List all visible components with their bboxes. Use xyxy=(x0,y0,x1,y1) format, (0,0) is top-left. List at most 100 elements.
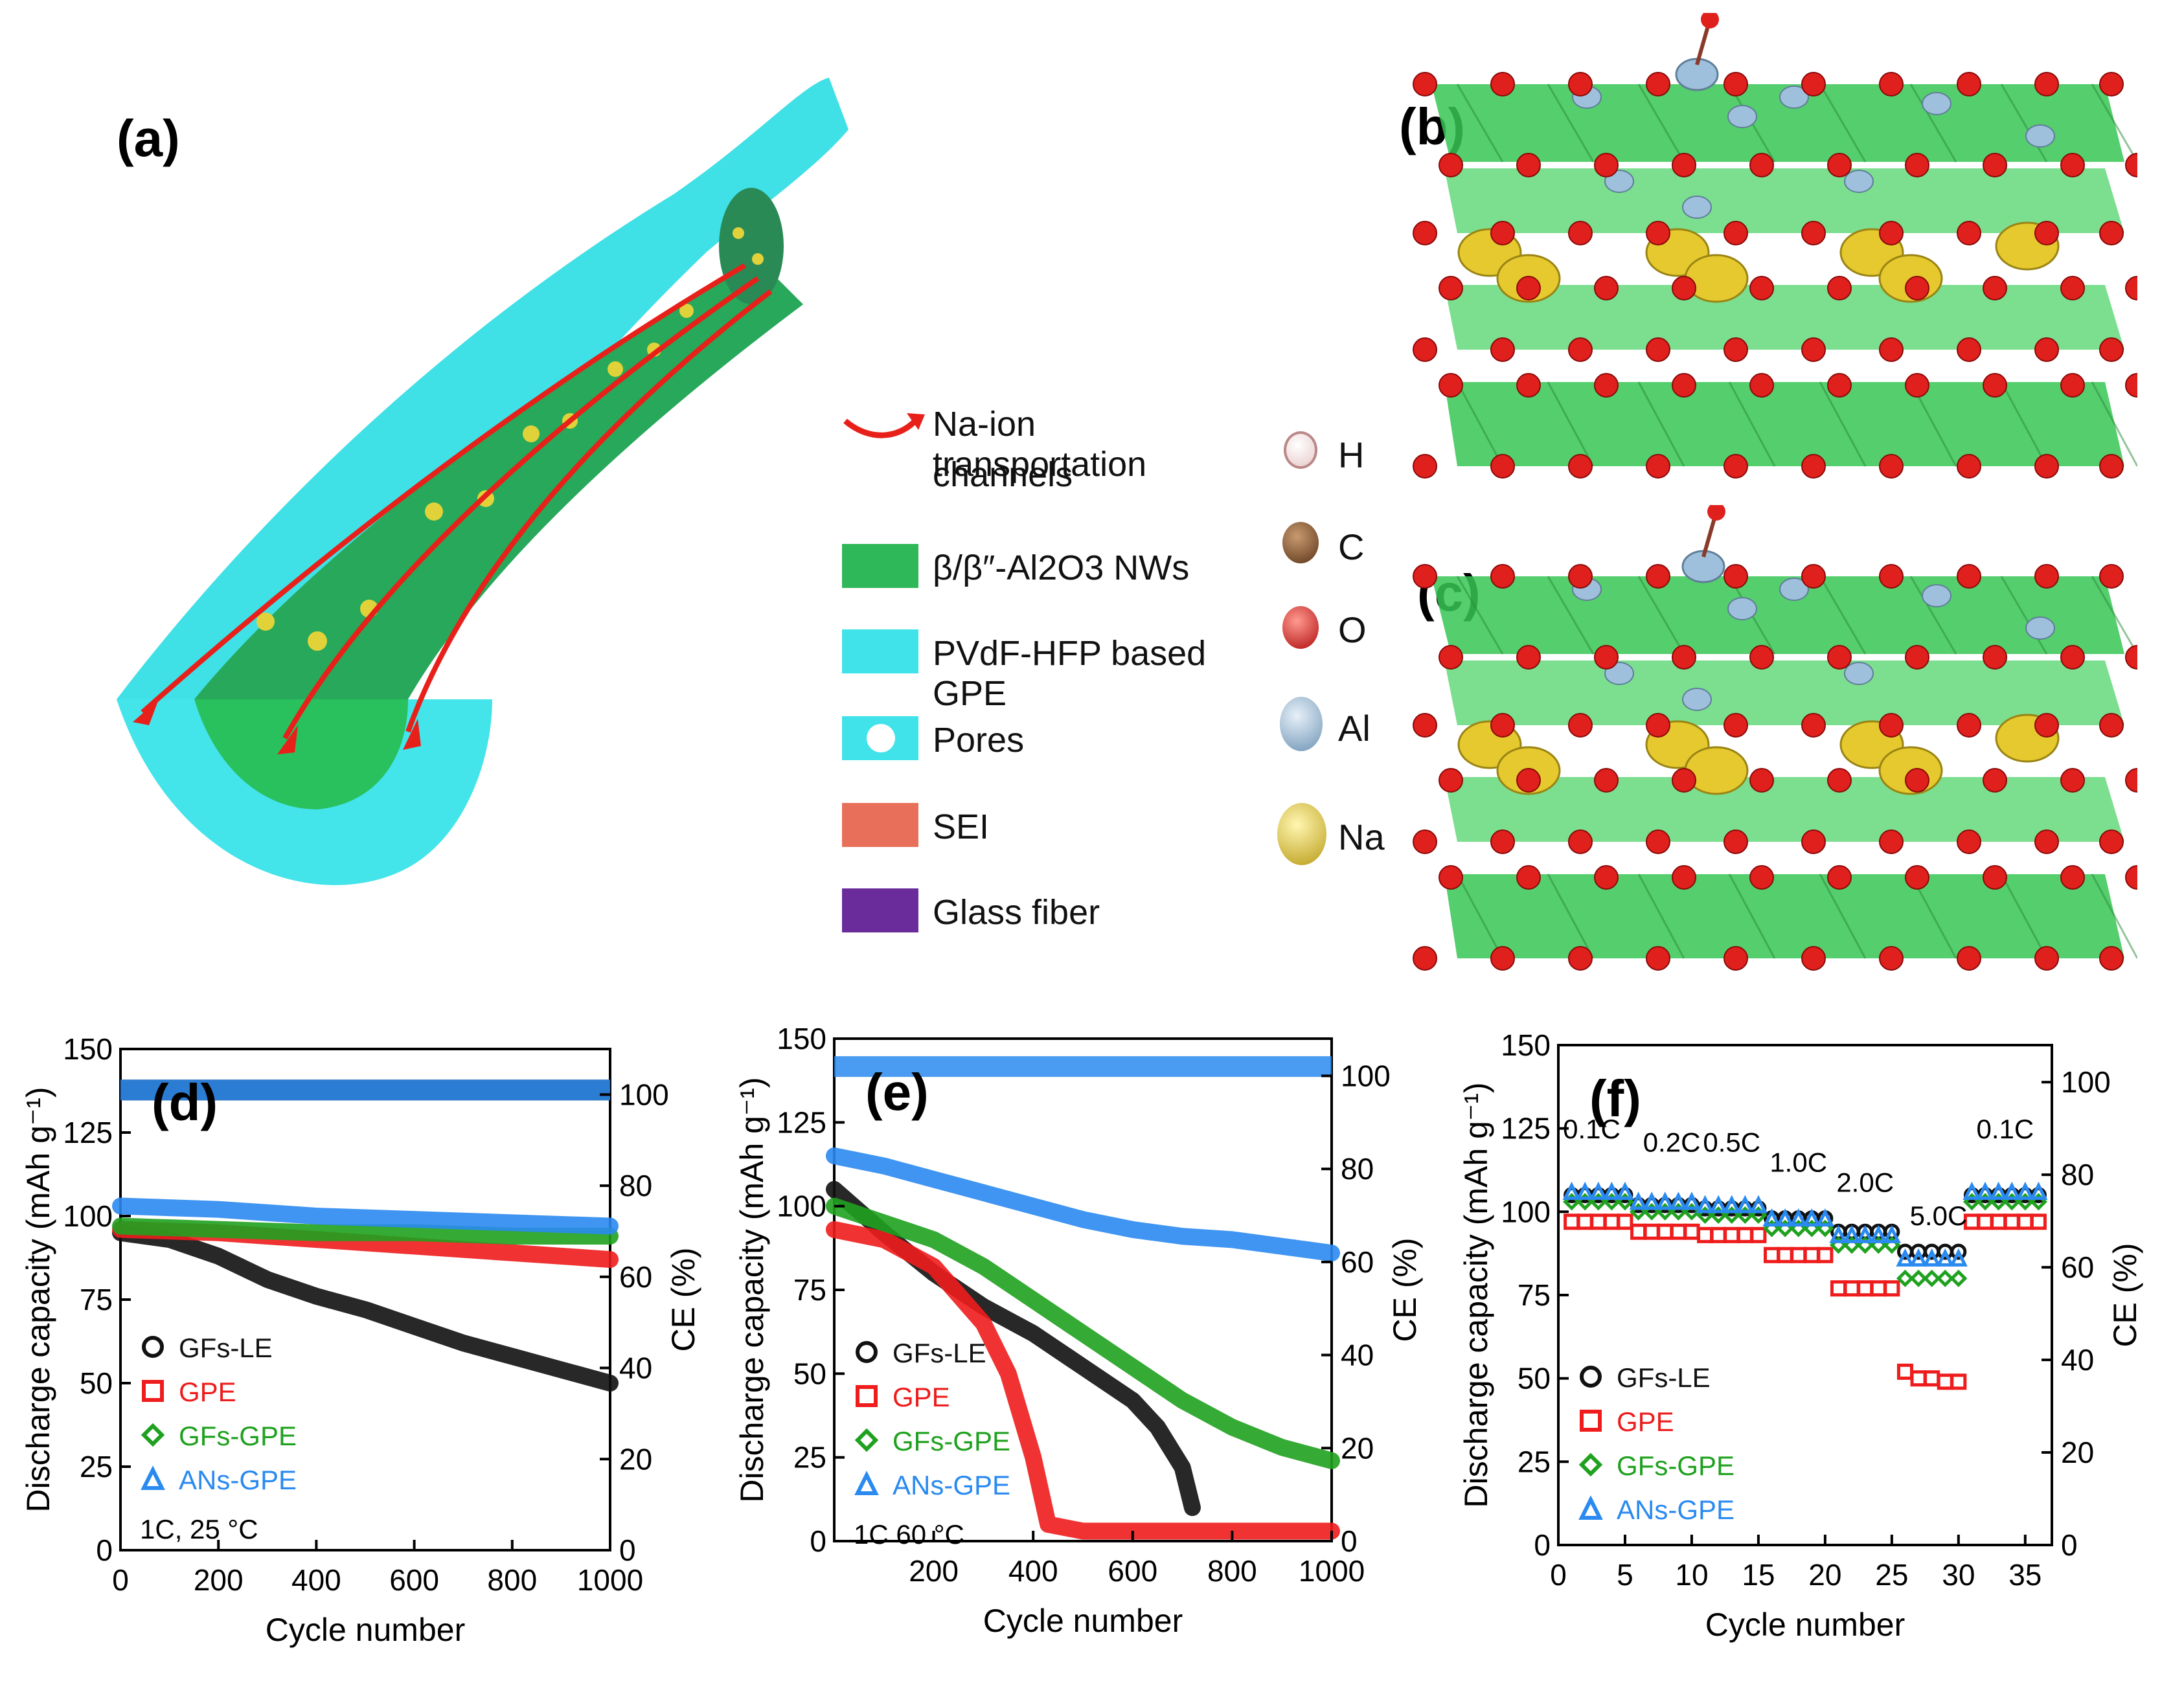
al-atom xyxy=(2025,616,2055,640)
crystal-bond xyxy=(1456,84,1504,163)
o-atom xyxy=(1439,153,1463,177)
legend-swatch-sei xyxy=(842,803,918,847)
o-atom xyxy=(1490,564,1515,589)
o-atom xyxy=(2034,564,2059,589)
atom-o-label: O xyxy=(1338,609,1367,650)
o-atom xyxy=(1490,337,1515,362)
chart-f-point-gpe xyxy=(1963,1213,1980,1230)
o-atom xyxy=(1983,768,2007,793)
o-atom xyxy=(1957,829,1981,854)
o-atom xyxy=(1749,645,1774,670)
o-atom xyxy=(1827,645,1852,670)
crystal-bond xyxy=(2000,381,2048,467)
chart-f-point-ans-gpe xyxy=(1602,1181,1621,1200)
o-atom xyxy=(1827,373,1852,398)
chart-f-point-ans-gpe xyxy=(1736,1195,1755,1213)
crystal-bond xyxy=(1728,874,1776,959)
chart-f-point-gfs-gpe xyxy=(1909,1269,1928,1287)
chart-f-xtick-label: 5 xyxy=(1617,1558,1633,1592)
atom-na-label: Na xyxy=(1338,817,1385,857)
atom-na-icon xyxy=(1277,803,1326,865)
chart-f-legend-label-gfs-le: GFs-LE xyxy=(1617,1362,1711,1393)
chart-d-annotation: 1C, 25 °C xyxy=(140,1514,258,1544)
chart-f-xtick-label: 35 xyxy=(2008,1558,2042,1592)
al-atom xyxy=(1682,196,1712,219)
o-atom xyxy=(1646,221,1670,245)
crystal-bond xyxy=(1819,874,1867,959)
o-atom xyxy=(1568,713,1593,738)
chart-d-ytick-label: 125 xyxy=(63,1116,113,1149)
o-atom xyxy=(2125,373,2137,398)
chart-f-point-gpe xyxy=(1883,1280,1900,1297)
chart-f-point-ans-gpe xyxy=(1615,1181,1635,1200)
chart-f-point-ans-gpe xyxy=(1669,1191,1688,1210)
chart-f-point-ans-gpe xyxy=(1896,1248,1915,1267)
o-atom xyxy=(1801,454,1826,479)
o-atom xyxy=(1490,946,1515,971)
crystal-bond xyxy=(1547,84,1595,163)
chart-d-ytick-label: 75 xyxy=(80,1283,113,1316)
o-atom xyxy=(1594,768,1619,793)
chart-f-ytick-label: 50 xyxy=(1518,1362,1551,1395)
chart-f-point-ans-gpe xyxy=(1829,1224,1848,1243)
crystal-bond xyxy=(1456,874,1504,959)
o-atom xyxy=(1879,454,1904,479)
o-atom xyxy=(1413,829,1437,854)
o-atom xyxy=(1879,946,1904,971)
o-atom xyxy=(1983,645,2007,670)
o-atom xyxy=(1723,829,1748,854)
chart-f-rate-label: 2.0C xyxy=(1836,1167,1894,1197)
chart-f-point-gpe xyxy=(2017,1213,2034,1230)
chart-e-ytick-label: 25 xyxy=(793,1441,826,1474)
chart-e-annotation: 1C 60 °C xyxy=(854,1519,964,1550)
nanowire-core xyxy=(194,259,803,699)
al-atom xyxy=(1682,688,1712,711)
o-atom xyxy=(1905,768,1929,793)
crystal-bond xyxy=(1637,381,1685,467)
chart-e-ytick-label: 50 xyxy=(793,1357,826,1390)
chart-f-y2tick-label: 100 xyxy=(2061,1065,2111,1099)
chart-f-point-ans-gpe xyxy=(1909,1248,1928,1267)
o-atom xyxy=(2099,713,2124,738)
chart-e-ytick-label: 150 xyxy=(777,1022,826,1055)
legend-swatch-glass-fiber xyxy=(842,888,918,932)
o-atom xyxy=(1957,946,1981,971)
molecule-atom xyxy=(1701,13,1719,28)
chart-d-y2tick-label: 60 xyxy=(619,1260,652,1294)
o-atom xyxy=(1516,865,1541,890)
o-atom xyxy=(1516,276,1541,300)
chart-f-point-gpe xyxy=(1817,1247,1834,1263)
chart-e-legend-label-ans-gpe: ANs-GPE xyxy=(893,1470,1010,1500)
chart-e-panel-label: (e) xyxy=(865,1063,929,1121)
al-atom xyxy=(1844,170,1874,193)
chart-f-panel-label: (f) xyxy=(1589,1070,1641,1127)
chart-f-point-gpe xyxy=(1723,1226,1740,1243)
o-atom xyxy=(2034,829,2059,854)
chart-f-point-ans-gpe xyxy=(1682,1191,1701,1210)
o-atom xyxy=(1801,564,1826,589)
chart-d-legend-label-gfs-gpe: GFs-GPE xyxy=(179,1421,297,1451)
o-atom xyxy=(1905,645,1929,670)
crystal-bond xyxy=(1637,874,1685,959)
chart-f-legend-marker-gfs-gpe xyxy=(1578,1452,1603,1477)
o-atom xyxy=(1568,829,1593,854)
chart-e-ce-band-ans-gpe xyxy=(834,1056,1332,1077)
chart-d-legend-label-gpe: GPE xyxy=(179,1377,236,1407)
crystal-slab-bottom xyxy=(1444,382,2124,466)
chart-f-rate-label: 0.1C xyxy=(1563,1114,1621,1144)
chart-f-y2label: CE (%) xyxy=(2107,1243,2143,1347)
chart-d-series-ans-gpe xyxy=(112,1197,619,1235)
chart-f-point-gpe xyxy=(1603,1213,1620,1230)
chart-f-point-gpe xyxy=(1830,1280,1847,1297)
o-atom xyxy=(1646,829,1670,854)
o-atom xyxy=(1983,373,2007,398)
crystal-bond xyxy=(1909,84,1957,163)
o-atom xyxy=(1413,564,1437,589)
o-atom xyxy=(1413,454,1437,479)
chart-f-point-ans-gpe xyxy=(1709,1195,1728,1213)
o-atom xyxy=(1646,713,1670,738)
chart-d-y2tick-label: 0 xyxy=(619,1533,636,1567)
o-atom xyxy=(1723,454,1748,479)
o-atom xyxy=(1879,564,1904,589)
chart-e-series-gpe xyxy=(826,1221,1340,1540)
